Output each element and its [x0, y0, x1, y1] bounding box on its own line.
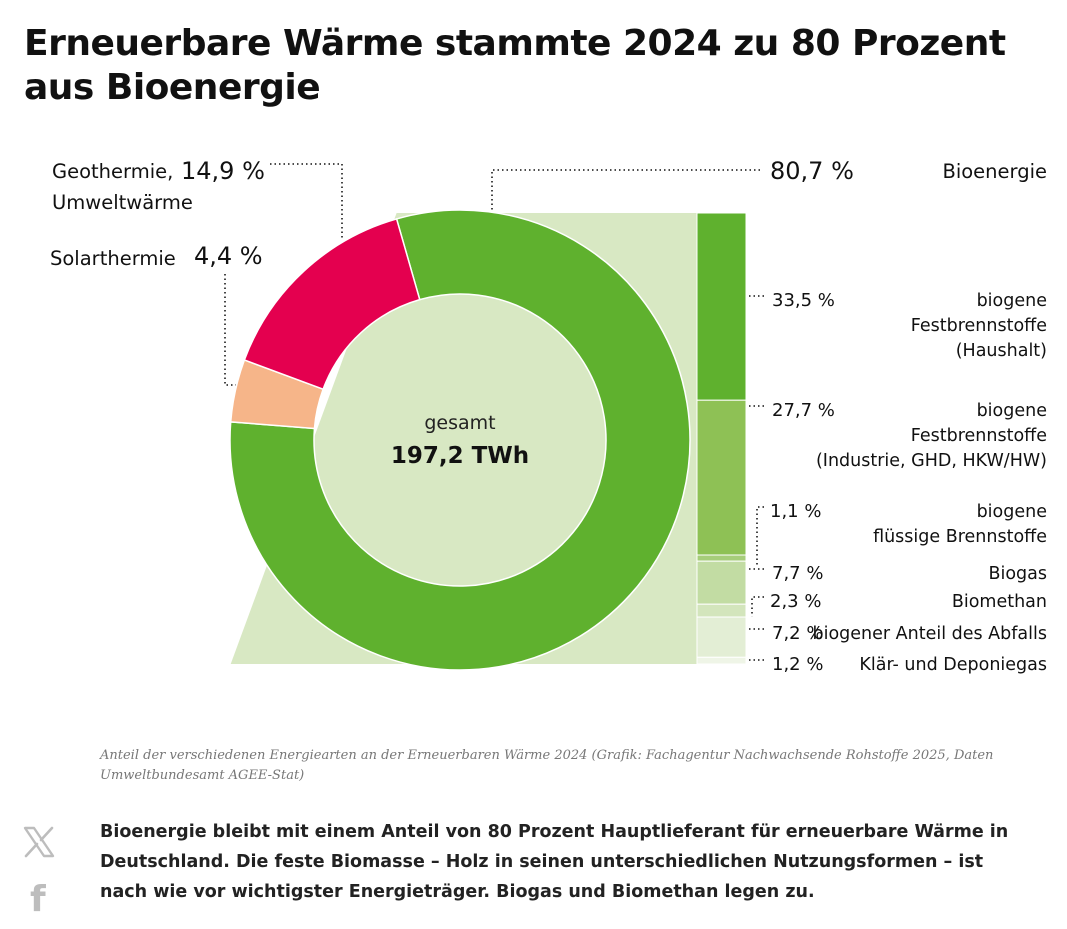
donut-slice-geothermie-umweltwaerme: [243, 217, 421, 391]
geothermie-value: 14,9 %: [181, 157, 265, 185]
donut-layer: [229, 209, 697, 671]
breakdown-value-3: 1,1 %: [770, 501, 821, 522]
article-lead-text: Bioenergie bleibt mit einem Anteil von 8…: [100, 822, 1009, 902]
bioenergie-leader: [491, 169, 760, 214]
breakdown-bar-segment-4: [696, 560, 747, 605]
breakdown-bar-segment-2: [696, 399, 747, 556]
breakdown-label-1-line-1: biogene: [977, 291, 1047, 311]
geothermie-label-line-2: Umweltwärme: [52, 191, 193, 214]
breakdown-value-1: 33,5 %: [772, 290, 835, 311]
breakdown-value-7: 1,2 %: [772, 654, 823, 675]
solarthermie-leader: [224, 274, 236, 386]
facebook-icon: f: [30, 879, 46, 920]
bioenergy-donut-chart: gesamt 197,2 TWh 33,5 % biogene Festbrennsto…: [50, 157, 1047, 675]
breakdown-bar-segment-1: [696, 212, 747, 401]
breakdown-value-4: 7,7 %: [772, 563, 823, 584]
breakdown-label-4-line-1: Biogas: [988, 564, 1047, 584]
breakdown-bar-segment-6: [696, 616, 747, 658]
breakdown-bar-segment-3: [696, 554, 747, 562]
solarthermie-value: 4,4 %: [194, 242, 263, 270]
breakdown-bar-segment-5: [696, 603, 747, 618]
connector-layer: [224, 163, 766, 661]
breakdown-label-3-line-2: flüssige Brennstoffe: [873, 527, 1047, 547]
breakdown-label-1-line-2: Festbrennstoffe: [911, 316, 1047, 336]
breakdown-label-1-line-3: (Haushalt): [956, 341, 1047, 361]
geothermie-leader: [270, 163, 343, 238]
breakdown-value-6: 7,2 %: [772, 623, 823, 644]
breakdown-label-7-line-1: Klär- und Deponiegas: [859, 655, 1047, 675]
bioenergie-label: Bioenergie: [942, 160, 1047, 183]
breakdown-value-5: 2,3 %: [770, 591, 821, 612]
label-layer: gesamt 197,2 TWh 33,5 % biogene Festbrennsto…: [50, 157, 1047, 675]
breakdown-label-2-line-3: (Industrie, GHD, HKW/HW): [816, 451, 1047, 471]
share-x-button[interactable]: [22, 826, 56, 863]
page-title: Erneuerbare Wärme stammte 2024 zu 80 Pro…: [24, 23, 1006, 108]
breakdown-value-2: 27,7 %: [772, 400, 835, 421]
breakdown-label-3-line-1: biogene: [977, 502, 1047, 522]
breakdown-label-2-line-1: biogene: [977, 401, 1047, 421]
geothermie-label-line-1: Geothermie,: [52, 160, 173, 183]
x-twitter-icon: [23, 826, 55, 858]
breakdown-leader-3: [756, 506, 764, 567]
bioenergie-value: 80,7 %: [770, 157, 854, 185]
breakdown-label-6-line-1: biogener Anteil des Abfalls: [812, 624, 1047, 644]
breakdown-bar-layer: [696, 212, 747, 665]
breakdown-label-5-line-1: Biomethan: [952, 592, 1047, 612]
center-label: gesamt: [424, 412, 495, 434]
breakdown-bar-segment-7: [696, 656, 747, 665]
solarthermie-label: Solarthermie: [50, 247, 176, 270]
breakdown-label-2-line-2: Festbrennstoffe: [911, 426, 1047, 446]
donut-slice-bioenergie: [229, 209, 691, 671]
image-caption: Anteil der verschiedenen Energiearten an…: [100, 748, 994, 783]
center-value: 197,2 TWh: [391, 443, 529, 469]
breakdown-leader-5: [751, 596, 764, 617]
share-facebook-button[interactable]: f: [30, 880, 54, 920]
